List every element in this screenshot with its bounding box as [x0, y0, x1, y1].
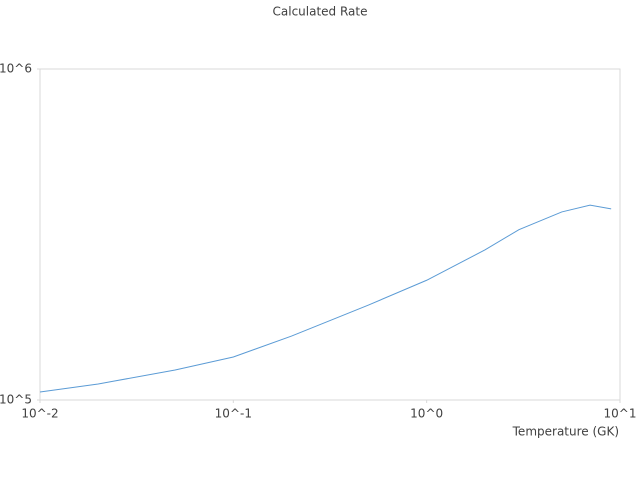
plot-border	[39, 68, 621, 401]
chart-title: Calculated Rate	[273, 5, 368, 19]
x-tick-label: 10^-2	[21, 407, 58, 421]
x-tick-label: 10^0	[410, 407, 443, 421]
line-series	[39, 204, 612, 393]
x-tick-label: 10^1	[604, 407, 637, 421]
x-axis-label: Temperature (GK)	[512, 425, 619, 439]
y-tick-label: 10^6	[0, 62, 32, 76]
y-tick-label: 10^5	[0, 393, 32, 407]
x-tick-label: 10^-1	[215, 407, 252, 421]
